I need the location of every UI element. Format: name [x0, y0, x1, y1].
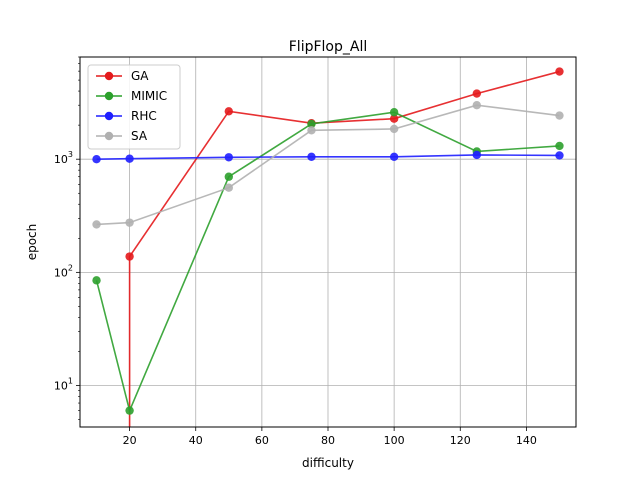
- data-point: [472, 89, 481, 98]
- legend-marker: [104, 131, 114, 141]
- data-point: [125, 154, 134, 163]
- data-point: [389, 124, 399, 134]
- data-point: [125, 406, 134, 415]
- data-point: [389, 152, 399, 161]
- legend-label: MIMIC: [131, 89, 167, 103]
- chart-title: FlipFlop_All: [289, 39, 367, 55]
- legend-item-rhc: RHC: [96, 109, 157, 123]
- data-point: [555, 141, 564, 151]
- data-point: [224, 183, 233, 192]
- y-tick-exponent: 1: [68, 377, 73, 386]
- data-point: [125, 218, 134, 227]
- y-tick-label: 101: [54, 377, 73, 393]
- data-point: [389, 114, 399, 123]
- y-tick-exponent: 2: [68, 263, 73, 272]
- y-tick-base: 10: [54, 153, 68, 166]
- legend-label: RHC: [131, 109, 157, 123]
- data-point: [307, 152, 316, 161]
- data-point: [92, 276, 101, 285]
- x-axis-label: difficulty: [302, 456, 354, 470]
- data-point: [555, 151, 564, 160]
- legend-box: [87, 64, 181, 150]
- series-layer: [92, 67, 564, 427]
- x-tick-label: 100: [384, 434, 405, 447]
- grid: [80, 57, 576, 427]
- y-tick-label: 103: [54, 150, 73, 166]
- data-point: [224, 153, 233, 162]
- data-point: [224, 172, 233, 181]
- x-tick-label: 80: [321, 434, 335, 447]
- x-axis: 20 40 60 80 100 120 140: [123, 427, 537, 447]
- data-point: [92, 154, 101, 164]
- y-tick-base: 10: [54, 266, 68, 279]
- data-point: [125, 252, 134, 261]
- data-point: [555, 111, 564, 120]
- y-tick-base: 10: [54, 380, 68, 393]
- x-tick-label: 20: [123, 434, 137, 447]
- series-rhc: [92, 150, 564, 164]
- series-sa: [92, 101, 564, 229]
- data-point: [224, 107, 233, 116]
- legend-item-ga: GA: [96, 69, 149, 83]
- x-tick-label: 60: [255, 434, 269, 447]
- data-point: [472, 101, 481, 110]
- data-point: [472, 150, 481, 160]
- x-tick-label: 140: [516, 434, 537, 447]
- y-axis-label: epoch: [25, 224, 39, 261]
- data-point: [307, 119, 316, 129]
- data-point: [389, 108, 399, 117]
- y-tick-label: 102: [54, 263, 73, 279]
- legend-label: SA: [131, 129, 148, 143]
- series-line: [128, 70, 560, 427]
- data-point: [307, 126, 316, 135]
- legend: GA MIMIC RHC SA: [87, 64, 181, 150]
- y-tick-exponent: 3: [68, 150, 73, 159]
- legend-marker: [104, 111, 114, 121]
- data-point: [555, 67, 564, 76]
- x-tick-label: 120: [450, 434, 471, 447]
- legend-marker: [104, 71, 114, 81]
- legend-item-sa: SA: [96, 129, 148, 143]
- legend-label: GA: [131, 69, 149, 83]
- legend-marker: [104, 91, 114, 101]
- legend-item-mimic: MIMIC: [96, 89, 167, 103]
- data-point: [92, 220, 101, 229]
- x-tick-label: 40: [189, 434, 203, 447]
